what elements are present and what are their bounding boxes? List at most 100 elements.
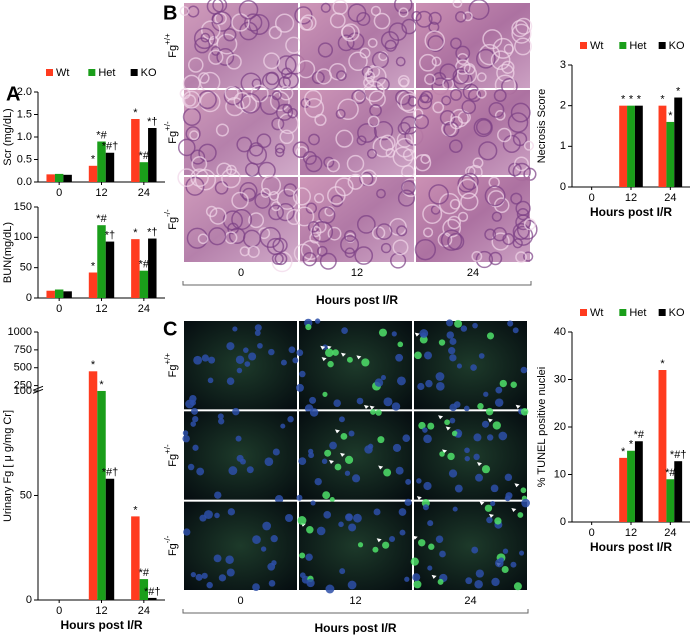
nucleus [201, 572, 208, 579]
nucleus [520, 366, 528, 374]
nucleus [367, 443, 374, 450]
nucleus [486, 434, 494, 441]
tubule [276, 203, 295, 222]
nucleus [399, 529, 406, 536]
nucleus [333, 399, 341, 407]
nucleus [323, 511, 332, 519]
nucleus [449, 403, 457, 412]
tubule [363, 77, 375, 89]
nucleus [502, 548, 509, 554]
nucleus [329, 496, 335, 503]
tubule [305, 155, 323, 173]
legend-label: Wt [590, 40, 603, 52]
tubule [348, 51, 368, 72]
nucleus [395, 466, 404, 475]
arrowhead [340, 452, 346, 457]
significance-marker: *# [139, 567, 150, 579]
y-tick-label: 0.5 [17, 153, 32, 165]
nucleus [446, 331, 455, 339]
tubule [368, 90, 386, 108]
nucleus [345, 513, 353, 522]
y-tick-label: 500 [14, 362, 32, 374]
nucleus [498, 431, 508, 441]
row-label-sup: +/- [163, 121, 172, 131]
nucleus [417, 382, 425, 391]
tubule [515, 214, 532, 231]
nucleus [444, 419, 450, 426]
nucleus [477, 403, 484, 410]
significance-marker: *#† [102, 141, 119, 153]
nucleus [478, 353, 485, 359]
tubule [206, 0, 224, 15]
nucleus [280, 423, 286, 429]
nucleus [248, 352, 257, 361]
nucleus [206, 581, 213, 589]
x-tick-label: 12 [95, 303, 107, 315]
tubule [488, 251, 503, 266]
bar [46, 290, 55, 298]
tubule [457, 211, 469, 222]
nucleus [435, 382, 445, 391]
nucleus [208, 356, 216, 364]
tubule [452, 67, 470, 85]
nucleus [423, 481, 432, 491]
y-tick-label: 10 [554, 468, 566, 480]
tubule [187, 57, 204, 73]
row-label: Fg+/- [163, 444, 179, 467]
column-label: 12 [349, 595, 361, 607]
significance-marker: * [91, 154, 96, 166]
arrowhead [340, 352, 346, 357]
tubule [248, 212, 265, 229]
bar [88, 272, 98, 298]
tubule [471, 250, 483, 262]
nucleus [472, 322, 478, 329]
nucleus [322, 391, 328, 397]
panel-xlabel: Hours post I/R [314, 621, 396, 635]
nucleus [427, 565, 433, 571]
significance-marker: * [629, 94, 634, 106]
bar [46, 174, 55, 182]
tubule [351, 89, 366, 105]
bar [131, 119, 140, 182]
nucleus [236, 454, 244, 462]
x-tick-label: 24 [664, 192, 676, 204]
column-label: 0 [237, 595, 243, 607]
tubule [363, 80, 385, 103]
nucleus [383, 468, 392, 477]
nucleus [353, 513, 362, 523]
tubule [511, 23, 532, 44]
tubule [460, 192, 479, 211]
tubule [294, 206, 315, 227]
nucleus [413, 580, 422, 589]
bar [674, 97, 683, 187]
bar [634, 105, 643, 187]
tubule [468, 0, 490, 20]
nucleus [447, 452, 455, 461]
tubule [319, 252, 337, 270]
tubule [335, 129, 354, 148]
tubule [311, 221, 334, 243]
nucleus [464, 447, 470, 454]
nucleus [439, 451, 445, 457]
significance-marker: * [668, 110, 673, 122]
bar [658, 370, 667, 522]
nucleus [375, 409, 382, 416]
tubule [335, 108, 346, 119]
legend-label: KO [669, 40, 685, 52]
y-tick-label: 250 [14, 380, 32, 392]
nucleus [264, 457, 274, 467]
nucleus [322, 344, 328, 350]
tubule [302, 252, 317, 267]
nucleus [254, 330, 261, 336]
nucleus [218, 418, 225, 425]
tubule [462, 11, 473, 22]
y-tick-label: 100 [14, 385, 32, 397]
x-tick-label: 0 [56, 605, 62, 617]
tubule [497, 127, 512, 143]
nucleus [510, 561, 517, 568]
y-tick-label: 0 [560, 516, 566, 528]
tubule [398, 7, 409, 18]
nucleus [391, 402, 401, 411]
nucleus [190, 571, 197, 578]
bar [105, 152, 115, 182]
